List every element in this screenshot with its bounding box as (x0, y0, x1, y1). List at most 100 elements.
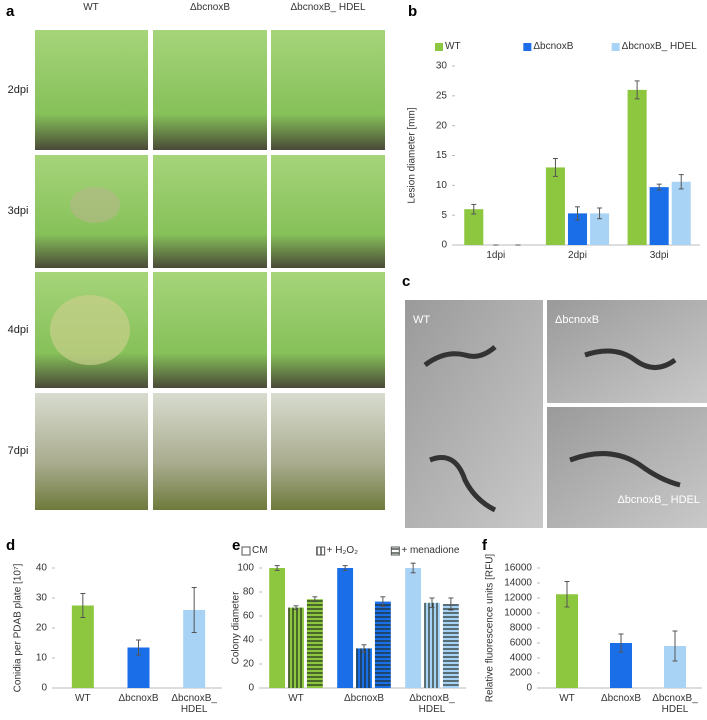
column-label: ΔbcnoxB (189, 2, 231, 13)
legend-label: + menadione (401, 545, 460, 556)
bar (424, 602, 440, 688)
column-label: ΔbcnoxB_ HDEL (290, 2, 366, 13)
x-tick-label-box: ΔbcnoxB (118, 693, 159, 704)
bar (442, 604, 459, 688)
x-tick-label-box: WT (559, 693, 575, 704)
error-bar (597, 207, 603, 220)
x-tick-label: 2dpi (568, 250, 587, 261)
y-tick-label: 14000 (504, 578, 532, 589)
legend-label-box: + menadione (401, 545, 460, 556)
bar (337, 568, 354, 688)
column-label-box: ΔbcnoxB_ HDEL (290, 2, 366, 13)
bar (464, 209, 484, 245)
panel-letter: e (232, 537, 240, 554)
panel-letter: a (6, 3, 15, 20)
error-bar (312, 596, 318, 603)
bar (556, 594, 578, 688)
error-bar (191, 587, 197, 633)
bar (567, 213, 588, 245)
x-tick-label: ΔbcnoxB_ HDEL (171, 693, 217, 715)
x-tick-label-box: 1dpi (486, 250, 506, 261)
row-label: 2dpi (8, 84, 29, 96)
error-bar (672, 630, 678, 662)
legend-label: ΔbcnoxB_ HDEL (621, 41, 697, 52)
error-bar (575, 206, 580, 221)
y-tick-label: 30 (436, 61, 448, 72)
x-tick-label-box: ΔbcnoxB (600, 693, 642, 704)
row-label: 3dpi (8, 205, 29, 217)
y-axis-label: Colony diameter (231, 591, 242, 664)
panel-c-photos (405, 300, 707, 528)
bar (127, 647, 150, 688)
bar (269, 568, 286, 688)
y-tick-label: 6000 (510, 638, 533, 649)
y-tick-label: 30 (36, 593, 48, 604)
error-bar (380, 596, 386, 607)
legend-swatch (390, 546, 400, 556)
x-tick-label: WT (559, 693, 575, 704)
y-tick-label: 5 (441, 210, 447, 221)
y-tick-label: 100 (237, 563, 254, 574)
bar (545, 167, 565, 245)
bar (356, 648, 372, 688)
x-tick-label-box: ΔbcnoxB_ HDEL (652, 693, 698, 715)
y-tick-label: 0 (526, 683, 532, 694)
error-bar (618, 633, 624, 653)
bar (405, 568, 422, 688)
bar (671, 181, 691, 245)
error-bar (342, 565, 348, 571)
legend-swatch (611, 43, 620, 51)
y-tick-label: 16000 (504, 563, 532, 574)
error-bar (293, 605, 299, 610)
y-tick-label: 15 (436, 150, 448, 161)
column-label-box: ΔbcnoxB (189, 2, 231, 13)
x-tick-label-box: 3dpi (649, 250, 669, 261)
legend-label-box: ΔbcnoxB_ HDEL (621, 41, 697, 52)
x-tick-label: ΔbcnoxB (343, 693, 385, 704)
legend-label: ΔbcnoxB (533, 41, 574, 52)
panel-letter: f (482, 537, 488, 554)
y-tick-label: 20 (243, 659, 255, 670)
error-bar (656, 183, 662, 191)
x-tick-label: 1dpi (486, 250, 506, 261)
panel-letter: d (6, 537, 15, 554)
bar (627, 89, 647, 245)
legend-label-box: + H₂O₂ (326, 545, 359, 556)
y-axis-label: Conidia per PDAB plate [10⁷] (13, 563, 24, 692)
legend-label: CM (252, 545, 268, 556)
x-tick-label-box: ΔbcnoxB_ HDEL (171, 693, 217, 715)
x-tick-label: ΔbcnoxB_ HDEL (652, 693, 698, 715)
y-tick-label: 20 (36, 623, 48, 634)
y-tick-label: 25 (436, 90, 448, 101)
x-tick-label-box: WT (75, 693, 91, 704)
x-tick-label-box: 2dpi (568, 250, 587, 261)
photo-caption: WT (413, 314, 430, 326)
error-bar (361, 644, 367, 653)
x-tick-label: ΔbcnoxB (600, 693, 642, 704)
panel-letter: b (408, 3, 417, 20)
legend-swatch (241, 546, 251, 556)
y-tick-label: 0 (248, 683, 254, 694)
error-bar (429, 597, 435, 609)
legend-label: + H₂O₂ (326, 545, 359, 556)
y-tick-label: 10 (436, 180, 448, 191)
bar (610, 643, 632, 688)
y-tick-label: 4000 (510, 653, 533, 664)
x-tick-label: ΔbcnoxB (118, 693, 159, 704)
error-bar (136, 639, 141, 656)
error-bar (80, 593, 86, 618)
y-tick-label: 10000 (504, 608, 532, 619)
row-label: 4dpi (8, 324, 29, 336)
y-tick-label: 2000 (510, 668, 533, 679)
error-bar (564, 581, 570, 608)
panel-a-photos (35, 30, 385, 510)
x-tick-label: 3dpi (649, 250, 669, 261)
y-tick-label: 10 (36, 653, 48, 664)
y-tick-label: 80 (243, 587, 255, 598)
legend-label: WT (445, 41, 461, 52)
x-tick-label-box: ΔbcnoxB_ HDEL (409, 693, 455, 715)
y-axis-label: Lesion diameter [mm] (407, 107, 418, 203)
legend-label-box: ΔbcnoxB (533, 41, 574, 52)
legend-label-box: CM (252, 545, 268, 556)
x-tick-label: WT (288, 693, 304, 704)
